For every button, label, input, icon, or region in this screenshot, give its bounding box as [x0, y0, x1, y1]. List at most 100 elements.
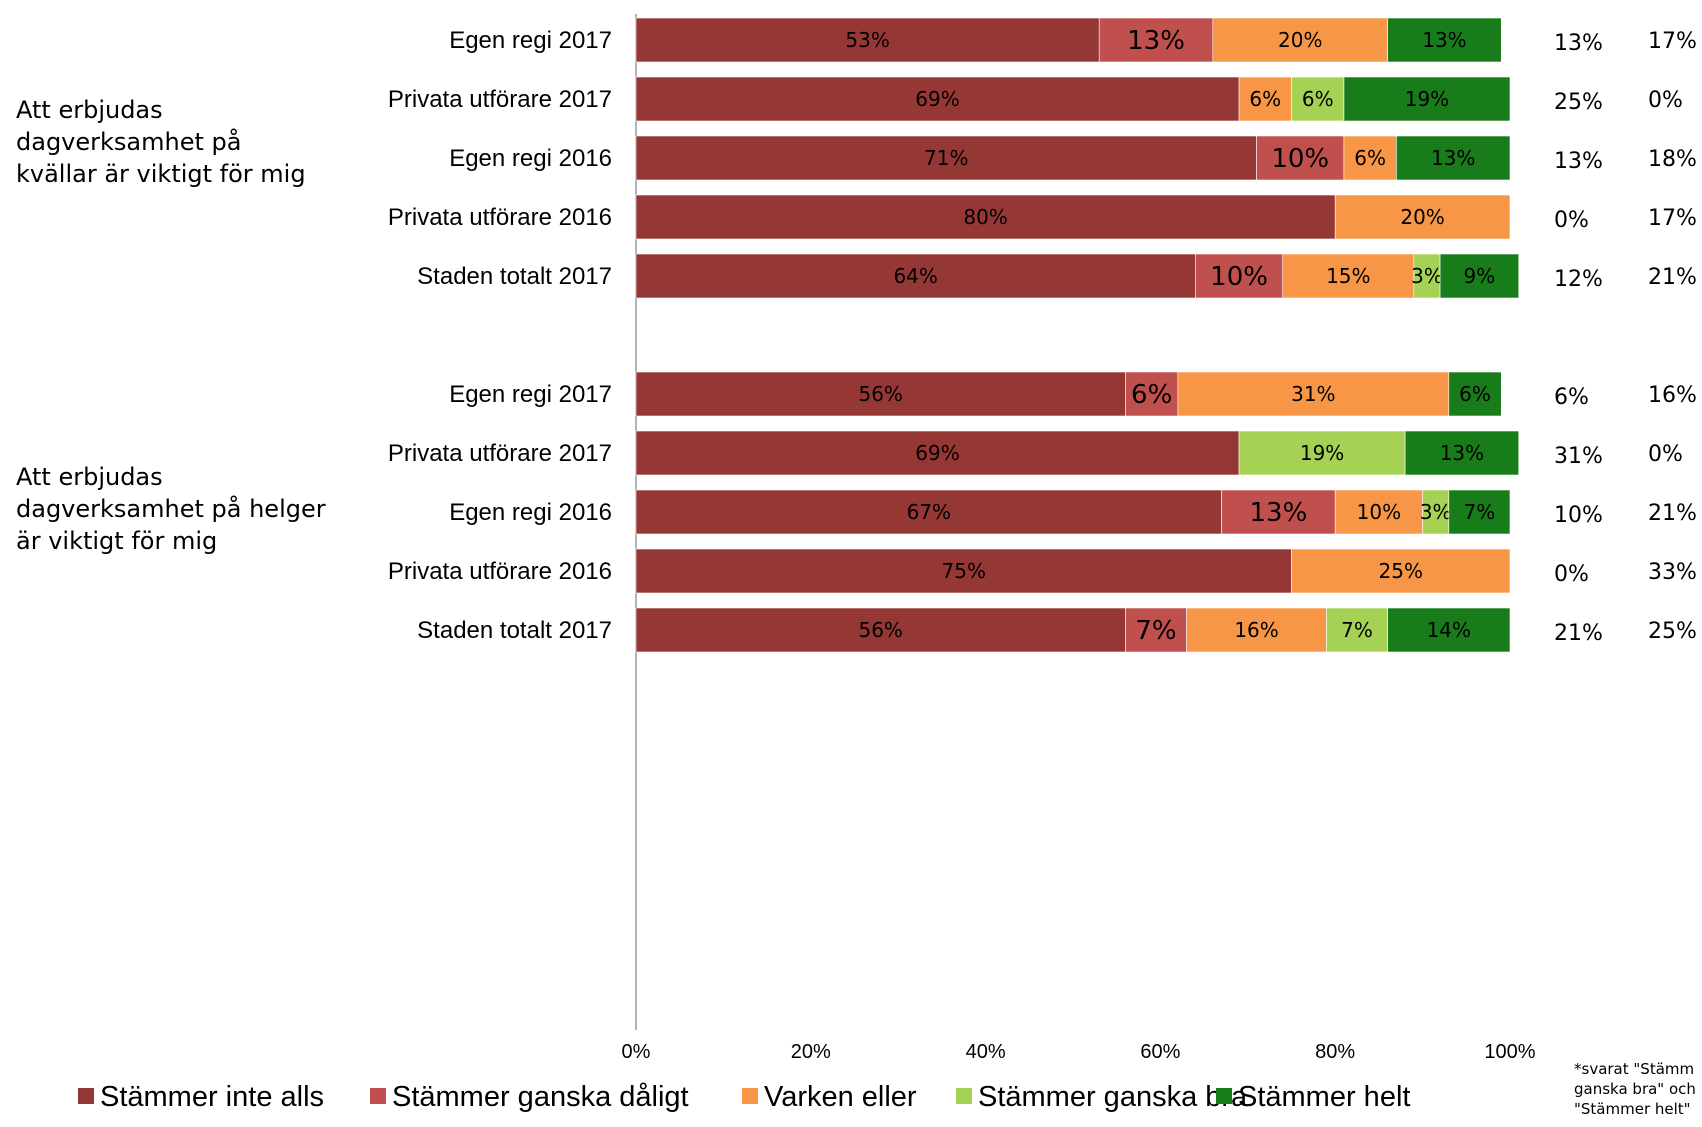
footnote-text: "Stämmer helt" — [1574, 1100, 1691, 1118]
legend-swatch — [956, 1088, 972, 1104]
summary-col2-value: 0% — [1648, 442, 1683, 467]
bar-segment — [1291, 548, 1511, 594]
group-label: dagverksamhet på — [16, 127, 241, 156]
legend-swatch — [1216, 1088, 1232, 1104]
summary-col2-value: 33% — [1648, 560, 1697, 585]
bar-segment — [635, 135, 1257, 181]
data-label: 25% — [1379, 559, 1423, 583]
data-label: 56% — [858, 618, 902, 642]
data-label: 13% — [1127, 26, 1185, 56]
data-label: 69% — [915, 87, 959, 111]
bar-segment — [635, 489, 1222, 535]
group-label: Att erbjudas — [16, 96, 163, 124]
category-label: Staden totalt 2017 — [417, 617, 612, 644]
data-label: 19% — [1405, 87, 1449, 111]
bar-segment — [1238, 76, 1292, 122]
category-label: Egen regi 2017 — [449, 381, 612, 408]
bar-segment — [1343, 135, 1397, 181]
bar-segment — [1125, 371, 1179, 417]
x-tick-label: 20% — [791, 1041, 831, 1063]
data-label: 13% — [1422, 28, 1466, 52]
bar-segment — [1098, 17, 1214, 63]
bar-segment — [635, 253, 1196, 299]
data-label: 69% — [915, 441, 959, 465]
data-label: 13% — [1431, 146, 1475, 170]
legend-label: Stämmer ganska dåligt — [392, 1081, 689, 1113]
x-tick-label: 100% — [1484, 1041, 1535, 1063]
data-label: 7% — [1341, 618, 1373, 642]
bar-segment — [1326, 607, 1388, 653]
summary-col1-value: 0% — [1554, 562, 1589, 587]
data-label: 9% — [1464, 264, 1496, 288]
bar-segment — [1195, 253, 1284, 299]
bar-segment — [1404, 430, 1520, 476]
data-label: 16% — [1234, 618, 1278, 642]
x-tick-label: 80% — [1315, 1041, 1355, 1063]
data-label: 3% — [1411, 264, 1443, 288]
summary-col1-value: 10% — [1554, 503, 1603, 528]
bar-segment — [1422, 489, 1450, 535]
data-label: 10% — [1210, 262, 1268, 292]
data-label: 13% — [1440, 441, 1484, 465]
summary-col1-value: 13% — [1554, 149, 1603, 174]
bar-segment — [1448, 489, 1511, 535]
bar-segment — [635, 17, 1100, 63]
category-label: Privata utförare 2016 — [388, 204, 612, 231]
summary-col2-value: 21% — [1648, 265, 1697, 290]
summary-col2-value: 16% — [1648, 383, 1697, 408]
bar-segment — [1396, 135, 1511, 181]
data-label: 20% — [1400, 205, 1444, 229]
legend-swatch — [78, 1088, 94, 1104]
legend-label: Varken eller — [764, 1081, 917, 1113]
data-label: 19% — [1300, 441, 1344, 465]
summary-col1-value: 21% — [1554, 621, 1603, 646]
summary-col1-value: 13% — [1554, 31, 1603, 56]
data-label: 6% — [1131, 380, 1172, 410]
summary-col1-value: 31% — [1554, 444, 1603, 469]
bar-segment — [1282, 253, 1415, 299]
category-label: Privata utförare 2016 — [388, 558, 612, 585]
summary-col2-value: 25% — [1648, 619, 1697, 644]
group-label: är viktigt för mig — [16, 527, 217, 555]
bar-segment — [1387, 607, 1511, 653]
bar-segment — [1177, 371, 1450, 417]
category-label: Egen regi 2016 — [449, 145, 612, 172]
bar-segment — [1238, 430, 1406, 476]
legend-swatch — [370, 1088, 386, 1104]
category-label: Privata utförare 2017 — [388, 86, 612, 113]
x-tick-label: 40% — [966, 1041, 1006, 1063]
bar-segment — [1343, 76, 1511, 122]
data-label: 6% — [1302, 87, 1334, 111]
data-label: 7% — [1135, 616, 1176, 646]
data-label: 10% — [1357, 500, 1401, 524]
bar-segment — [1334, 194, 1511, 240]
summary-col2-value: 0% — [1648, 88, 1683, 113]
category-label: Egen regi 2017 — [449, 27, 612, 54]
footnote-text: *svarat "Stämm — [1574, 1060, 1694, 1078]
summary-col2-value: 18% — [1648, 147, 1697, 172]
data-label: 31% — [1291, 382, 1335, 406]
summary-col1-value: 25% — [1554, 90, 1603, 115]
bar-segment — [1413, 253, 1441, 299]
footnote-text: ganska bra" och — [1574, 1080, 1696, 1098]
bar-segment — [635, 430, 1240, 476]
group-label: dagverksamhet på helger — [16, 494, 326, 523]
data-label: 80% — [963, 205, 1007, 229]
data-label: 7% — [1464, 500, 1496, 524]
category-label: Egen regi 2016 — [449, 499, 612, 526]
summary-col2-value: 17% — [1648, 206, 1697, 231]
legend-label: Stämmer helt — [1238, 1081, 1410, 1113]
data-label: 6% — [1459, 382, 1491, 406]
data-label: 13% — [1249, 498, 1307, 528]
data-label: 15% — [1326, 264, 1370, 288]
x-tick-label: 60% — [1140, 1041, 1180, 1063]
legend-label: Stämmer inte alls — [100, 1081, 324, 1113]
data-label: 67% — [907, 500, 951, 524]
data-label: 14% — [1427, 618, 1471, 642]
summary-col1-value: 0% — [1554, 208, 1589, 233]
x-tick-label: 0% — [622, 1041, 651, 1063]
data-label: 6% — [1354, 146, 1386, 170]
legend-label: Stämmer ganska bra — [978, 1081, 1248, 1113]
